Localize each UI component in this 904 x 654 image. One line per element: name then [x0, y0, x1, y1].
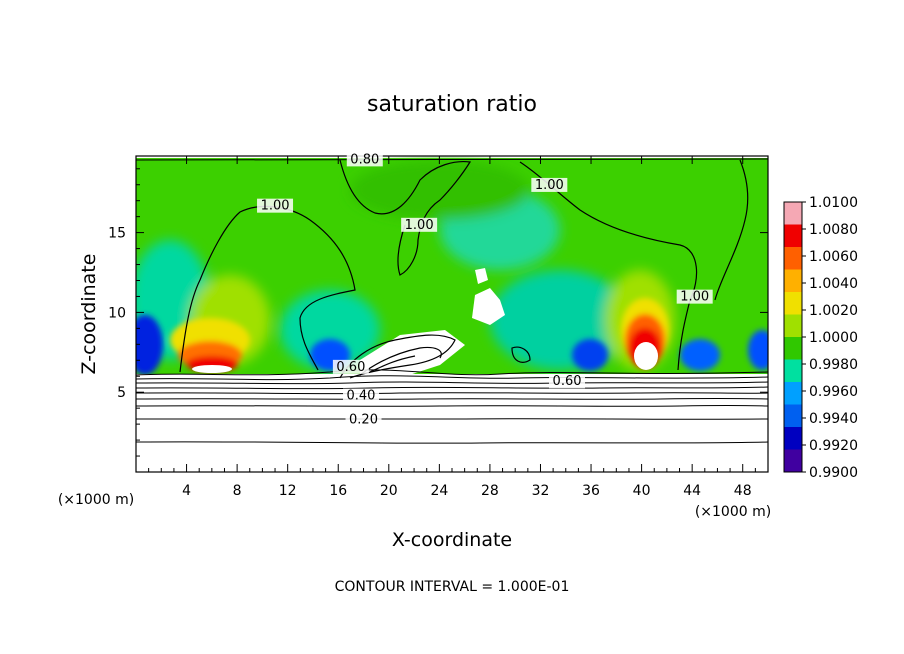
contour-layer-7: [136, 405, 768, 407]
colorbar-label: 1.0060: [809, 249, 858, 265]
colorbar-label: 0.9920: [809, 438, 858, 454]
field-blob-blue-edge-right: [748, 330, 768, 370]
field-peak-pink-left: [192, 365, 232, 373]
contour-label: 1.00: [680, 290, 709, 305]
field-blob-blue-right-1: [572, 339, 608, 371]
contour-label-bg: [345, 412, 382, 427]
contour-layer-6: [136, 398, 768, 400]
colorbar-swatch: [784, 382, 802, 405]
contour-label-bg: [257, 198, 294, 213]
chart-title: saturation ratio: [367, 92, 537, 117]
x-unit-right: (×1000 m): [695, 504, 771, 520]
field-lower-zone: [136, 374, 768, 472]
colorbar-swatch: [784, 202, 802, 225]
contour-label: 0.20: [349, 413, 378, 428]
field-blob-green-top: [350, 160, 530, 220]
contour-1-00-right: [519, 161, 698, 371]
field-blob-cyan-mid: [280, 290, 380, 370]
colorbar-swatch: [784, 247, 802, 270]
contour-1-00-left: [179, 205, 356, 373]
x-tick-label: 12: [279, 483, 297, 499]
x-tick-label: 8: [233, 483, 242, 499]
contour-label: 0.40: [347, 389, 376, 404]
contour-layer-4: [136, 386, 768, 390]
contour-label-bg: [332, 359, 369, 374]
contour-label: 1.00: [261, 199, 290, 214]
y-axis-label: Z-coordinate: [78, 254, 100, 375]
field-blob-blue-right-2: [680, 339, 720, 371]
contour-label-bg: [676, 289, 713, 304]
contour-layer-3: [136, 381, 768, 385]
colorbar-label: 1.0080: [809, 222, 858, 238]
contour-layer-top: [136, 158, 768, 161]
field-blob-blue-edge-left: [136, 315, 163, 375]
colorbar-swatch: [784, 337, 802, 360]
contour-layer-5: [136, 392, 768, 395]
x-axis: 4 8 12 16 20 24 28 32 36 40 44 48: [148, 156, 756, 499]
field-peak-pink-right: [634, 342, 658, 370]
plot-area: [136, 156, 768, 472]
y-axis: 5 10 15: [108, 168, 768, 457]
x-tick-label: 4: [182, 483, 191, 499]
contour-layer-1: [136, 369, 768, 376]
x-tick-label: 40: [633, 483, 651, 499]
colorbar-swatch: [784, 224, 802, 248]
contour-layer-2: [136, 375, 768, 381]
x-tick-label: 44: [683, 483, 701, 499]
x-tick-label: 48: [734, 483, 752, 499]
contour-label-group: 0.80 1.00 1.00 1.00 1.00 0.60 0.40 0.20 0.60: [257, 152, 713, 428]
field-white-patch-center: [360, 330, 465, 378]
colorbar: 1.0100 1.0080 1.0060 1.0040 1.0020 1.0000 0.99…: [783, 195, 858, 481]
colorbar-swatch: [784, 449, 802, 473]
y-tick-label: 15: [108, 226, 126, 242]
colorbar-swatch: [784, 404, 802, 428]
contour-layers: [136, 158, 768, 444]
contour-label-bg: [342, 388, 379, 403]
colorbar-swatch: [784, 427, 802, 450]
contour-label-bg: [549, 374, 586, 389]
contour-layer-9: [136, 441, 768, 444]
colorbar-swatch: [784, 269, 802, 293]
x-tick-label: 32: [532, 483, 550, 499]
x-tick-label: 36: [582, 483, 600, 499]
contour-1-00-blob: [511, 346, 531, 363]
contour-label: 1.00: [405, 218, 434, 233]
contour-turbulent-1: [339, 334, 456, 379]
x-unit-left: (×1000 m): [58, 492, 134, 508]
colorbar-label: 1.0000: [809, 330, 858, 346]
contour-label: 1.00: [535, 178, 564, 193]
contour-label-bg: [401, 217, 438, 232]
contour-turbulent-2: [359, 346, 442, 376]
colorbar-swatch: [784, 314, 802, 338]
x-tick-label: 28: [481, 483, 499, 499]
contour-layer-8: [136, 418, 768, 420]
contour-1-00-edge: [714, 159, 749, 301]
colorbar-label: 0.9980: [809, 357, 858, 373]
contour-interval-note: CONTOUR INTERVAL = 1.000E-01: [335, 579, 570, 595]
field-white-patch-top: [475, 268, 488, 284]
colorbar-label: 0.9940: [809, 411, 858, 427]
x-tick-label: 24: [430, 483, 448, 499]
colorbar-swatch: [784, 359, 802, 383]
contours: [179, 159, 749, 379]
contour-label-bg: [346, 152, 383, 167]
colorbar-swatch: [784, 292, 802, 315]
contour-label: 0.60: [553, 374, 582, 389]
contour-label: 0.80: [350, 152, 379, 167]
contour-label: 0.60: [336, 360, 365, 375]
x-tick-label: 16: [329, 483, 347, 499]
contour-label-bg: [531, 177, 568, 192]
colorbar-label: 1.0020: [809, 303, 858, 319]
x-axis-label: X-coordinate: [392, 529, 512, 551]
contour-1-00-top: [339, 159, 471, 276]
field-white-patch-right: [472, 288, 505, 325]
colorbar-label: 0.9900: [809, 465, 858, 481]
colorbar-label: 1.0100: [809, 195, 858, 211]
colorbar-label: 0.9960: [809, 384, 858, 400]
x-tick-label: 20: [380, 483, 398, 499]
y-tick-label: 10: [108, 305, 126, 321]
colorbar-label: 1.0040: [809, 276, 858, 292]
y-tick-label: 5: [117, 385, 126, 401]
